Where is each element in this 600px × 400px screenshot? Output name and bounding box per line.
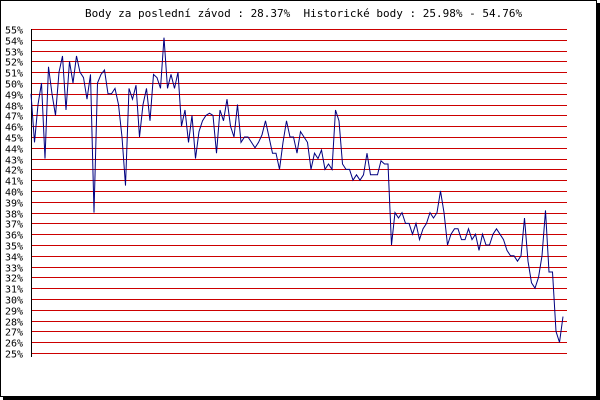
y-tick-label: 36% — [5, 231, 23, 242]
y-tick-label: 28% — [5, 318, 23, 329]
y-tick-label: 44% — [5, 145, 23, 156]
y-tick-label: 35% — [5, 242, 23, 253]
y-tick-label: 53% — [5, 48, 23, 59]
y-tick-label: 49% — [5, 91, 23, 102]
chart-title: Body za poslední závod : 28.37% Historic… — [85, 7, 523, 20]
series-line-0 — [30, 37, 564, 343]
y-tick-label: 52% — [5, 58, 23, 69]
y-tick-label: 50% — [5, 80, 23, 91]
y-tick-label: 45% — [5, 134, 23, 145]
y-tick-label: 54% — [5, 37, 23, 48]
y-tick-label: 41% — [5, 177, 23, 188]
y-tick-label: 40% — [5, 188, 23, 199]
y-tick-label: 33% — [5, 264, 23, 275]
y-tick-label: 39% — [5, 199, 23, 210]
y-tick-label: 51% — [5, 69, 23, 80]
y-tick-label: 38% — [5, 210, 23, 221]
y-tick-label: 31% — [5, 285, 23, 296]
y-tick-label: 42% — [5, 166, 23, 177]
y-tick-label: 48% — [5, 102, 23, 113]
y-tick-label: 27% — [5, 328, 23, 339]
y-tick-label: 43% — [5, 156, 23, 167]
y-tick-label: 30% — [5, 296, 23, 307]
line-chart: 25%26%27%28%29%30%31%32%33%34%35%36%37%3… — [5, 26, 567, 361]
y-tick-label: 26% — [5, 339, 23, 350]
y-tick-label: 29% — [5, 307, 23, 318]
y-tick-label: 37% — [5, 220, 23, 231]
y-tick-label: 46% — [5, 123, 23, 134]
y-tick-label: 47% — [5, 112, 23, 123]
y-tick-label: 32% — [5, 274, 23, 285]
y-tick-label: 55% — [5, 26, 23, 37]
y-tick-label: 34% — [5, 253, 23, 264]
y-tick-label: 25% — [5, 350, 23, 361]
